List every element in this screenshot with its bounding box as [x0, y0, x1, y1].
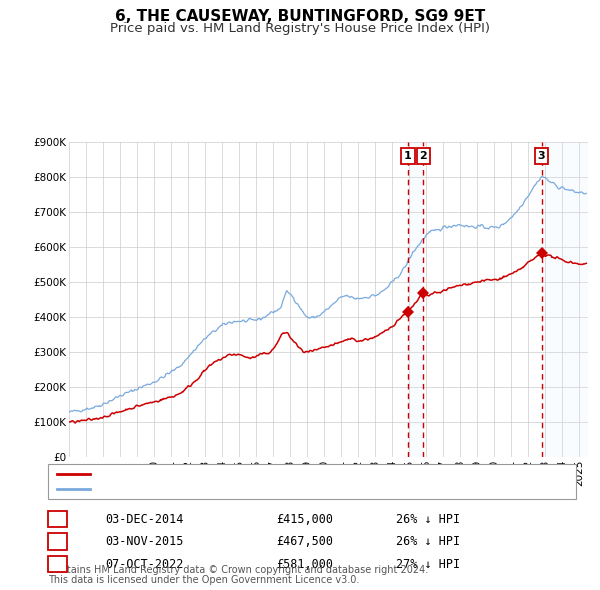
Text: 1: 1 — [53, 513, 62, 526]
Text: 6, THE CAUSEWAY, BUNTINGFORD, SG9 9ET: 6, THE CAUSEWAY, BUNTINGFORD, SG9 9ET — [115, 9, 485, 24]
Text: 03-DEC-2014: 03-DEC-2014 — [105, 513, 184, 526]
Text: 03-NOV-2015: 03-NOV-2015 — [105, 535, 184, 548]
Text: 26% ↓ HPI: 26% ↓ HPI — [396, 535, 460, 548]
Text: 6, THE CAUSEWAY, BUNTINGFORD, SG9 9ET (detached house): 6, THE CAUSEWAY, BUNTINGFORD, SG9 9ET (d… — [97, 467, 464, 480]
Text: £415,000: £415,000 — [276, 513, 333, 526]
Bar — [408, 142, 424, 457]
Text: 26% ↓ HPI: 26% ↓ HPI — [396, 513, 460, 526]
Text: £467,500: £467,500 — [276, 535, 333, 548]
Text: 3: 3 — [53, 558, 62, 571]
Text: HPI: Average price, detached house, East Hertfordshire: HPI: Average price, detached house, East… — [97, 483, 423, 496]
Text: 27% ↓ HPI: 27% ↓ HPI — [396, 558, 460, 571]
Text: Price paid vs. HM Land Registry's House Price Index (HPI): Price paid vs. HM Land Registry's House … — [110, 22, 490, 35]
Text: 1: 1 — [404, 151, 412, 161]
Text: 2: 2 — [53, 535, 62, 548]
Text: Contains HM Land Registry data © Crown copyright and database right 2024.: Contains HM Land Registry data © Crown c… — [48, 565, 428, 575]
Text: 07-OCT-2022: 07-OCT-2022 — [105, 558, 184, 571]
Text: This data is licensed under the Open Government Licence v3.0.: This data is licensed under the Open Gov… — [48, 575, 359, 585]
Text: 2: 2 — [419, 151, 427, 161]
Bar — [542, 142, 588, 457]
Text: 3: 3 — [538, 151, 545, 161]
Text: £581,000: £581,000 — [276, 558, 333, 571]
